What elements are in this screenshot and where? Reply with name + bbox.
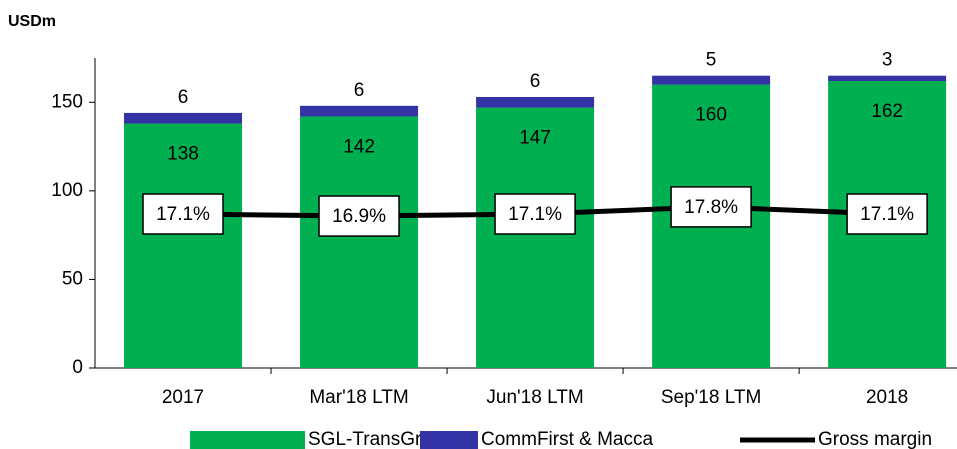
- data-label: 160: [695, 105, 727, 126]
- bar-segment: [476, 107, 595, 368]
- bar-segment: [124, 123, 243, 369]
- legend-swatch: [190, 431, 305, 449]
- data-label: 17.8%: [684, 197, 738, 218]
- data-label: 6: [178, 87, 189, 108]
- x-tick-label: 2018: [866, 387, 908, 408]
- data-label: 3: [882, 50, 893, 71]
- y-tick-label: 100: [51, 180, 83, 201]
- y-tick-label: 150: [51, 91, 83, 112]
- x-tick-label: 2017: [162, 387, 204, 408]
- data-label: 17.1%: [860, 204, 914, 225]
- bar-segment: [124, 112, 243, 124]
- legend-label: SGL-TransGroup: [308, 429, 453, 449]
- bar-segment: [476, 96, 595, 108]
- y-tick-label: 50: [62, 268, 83, 289]
- legend-swatch: [420, 431, 478, 449]
- data-label: 147: [519, 128, 551, 149]
- y-axis-unit: USDm: [8, 13, 56, 30]
- data-label: 142: [343, 136, 375, 157]
- x-tick-label: Sep'18 LTM: [661, 387, 761, 408]
- bar-segment: [828, 75, 947, 82]
- data-label: 6: [530, 71, 541, 92]
- bar-segment: [652, 75, 771, 85]
- legend-label: Gross margin: [818, 429, 932, 449]
- data-label: 5: [706, 50, 717, 71]
- data-label-box: [318, 195, 400, 237]
- data-label: 17.1%: [156, 204, 210, 225]
- data-label-box: [494, 193, 576, 235]
- data-label: 138: [167, 144, 199, 165]
- x-tick-label: Jun'18 LTM: [486, 387, 583, 408]
- data-label: 16.9%: [332, 206, 386, 227]
- legend-label: CommFirst & Macca: [481, 429, 654, 449]
- data-label-box: [846, 193, 928, 235]
- bar-segment: [300, 105, 419, 117]
- y-tick-label: 0: [72, 357, 83, 378]
- data-label-box: [142, 193, 224, 235]
- data-label: 162: [871, 101, 903, 122]
- bar-segment: [300, 116, 419, 368]
- data-label-box: [670, 186, 752, 228]
- data-label: 6: [354, 80, 365, 101]
- x-tick-label: Mar'18 LTM: [309, 387, 408, 408]
- data-label: 17.1%: [508, 204, 562, 225]
